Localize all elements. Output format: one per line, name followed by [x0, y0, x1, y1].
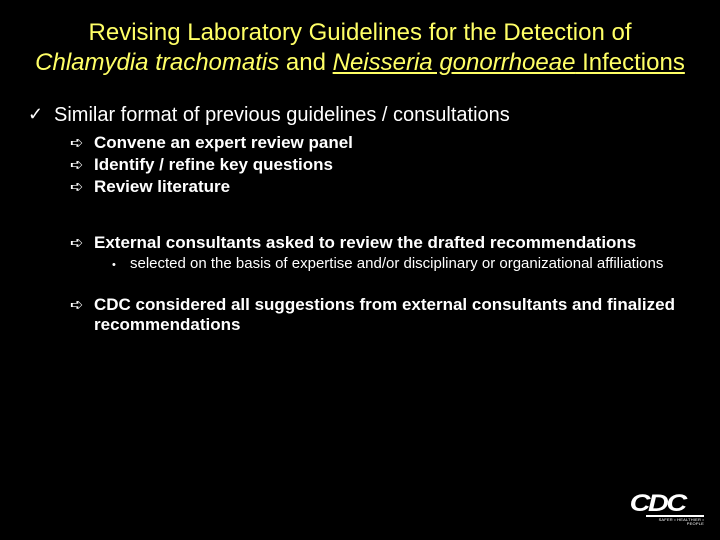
title-trailing: Infections	[575, 49, 684, 76]
l2-text: External consultants asked to review the…	[94, 233, 636, 253]
arrow-icon: ➪	[70, 233, 94, 253]
l3-text: selected on the basis of expertise and/o…	[130, 255, 663, 272]
l1-text: Similar format of previous guidelines / …	[54, 104, 510, 127]
arrow-icon: ➪	[70, 177, 94, 197]
bullet-level2: ➪ Review literature	[70, 177, 700, 197]
l2-text: Identify / refine key questions	[94, 155, 333, 175]
title-species2: Neisseria gonorrhoeae	[333, 49, 576, 76]
l2-text: Review literature	[94, 177, 230, 197]
l2-text: Convene an expert review panel	[94, 133, 353, 153]
bullet-level2: ➪ Identify / refine key questions	[70, 155, 700, 175]
spacer	[20, 277, 700, 295]
bullet-level2: ➪ CDC considered all suggestions from ex…	[70, 295, 700, 335]
spacer	[20, 199, 700, 233]
l2-text: CDC considered all suggestions from exte…	[94, 295, 700, 335]
arrow-icon: ➪	[70, 295, 94, 315]
title-species1: Chlamydia trachomatis	[35, 49, 279, 76]
arrow-icon: ➪	[70, 133, 94, 153]
bullet-level1: ✓ Similar format of previous guidelines …	[28, 104, 700, 127]
bullet-level3: • selected on the basis of expertise and…	[112, 255, 700, 275]
bullet-level2: ➪ Convene an expert review panel	[70, 133, 700, 153]
cdc-logo-sub: SAFER • HEALTHIER • PEOPLE	[642, 518, 704, 526]
cdc-logo: CDC SAFER • HEALTHIER • PEOPLE	[642, 494, 704, 528]
bullet-level2: ➪ External consultants asked to review t…	[70, 233, 700, 253]
slide-title: Revising Laboratory Guidelines for the D…	[20, 18, 700, 78]
dot-icon: •	[112, 255, 130, 275]
arrow-icon: ➪	[70, 155, 94, 175]
slide: Revising Laboratory Guidelines for the D…	[0, 0, 720, 540]
title-conj: and	[279, 49, 332, 76]
cdc-logo-text: CDC	[630, 494, 704, 514]
check-icon: ✓	[28, 104, 54, 125]
title-line1: Revising Laboratory Guidelines for the D…	[89, 19, 632, 46]
